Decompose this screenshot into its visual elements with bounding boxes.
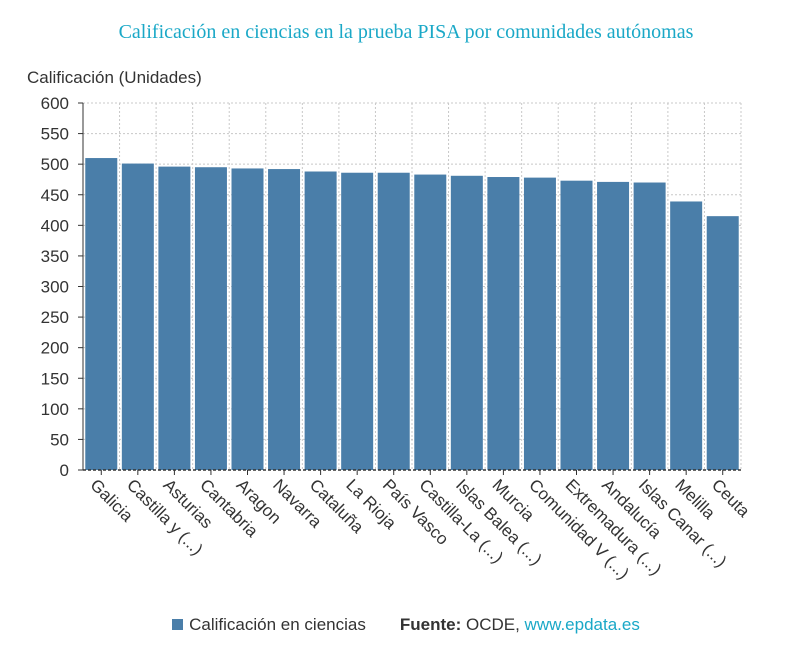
bar [597,181,630,470]
bar [377,172,410,471]
y-tick-label: 400 [41,216,69,235]
bar [341,172,374,471]
bars [85,158,739,471]
y-tick-label: 50 [50,430,69,449]
legend-series-label: Calificación en ciencias [189,615,366,634]
bar [231,168,264,470]
axes [78,102,741,475]
bar [304,171,337,471]
bar [450,175,483,470]
bar [85,158,118,471]
bar [560,180,593,470]
y-tick-label: 0 [60,461,69,480]
chart-title: Calificación en ciencias en la prueba PI… [118,21,694,43]
y-tick-label: 150 [41,369,69,388]
bar [194,167,227,470]
y-tick-labels: 0 50 100 150 200 250 300 350 400 450 500 550 600 [41,94,69,480]
source-label: Fuente: [399,615,462,634]
y-tick-label: 250 [41,308,69,327]
bar [414,174,447,470]
legend-swatch [172,619,184,630]
bar [523,177,556,470]
x-tick-label: Ceuta [708,475,754,521]
y-axis-title: Calificación (Unidades) [27,68,202,87]
bar [158,166,191,470]
gridlines [83,102,742,470]
bar [706,216,739,470]
bar [487,177,520,471]
source-name: OCDE, [465,615,520,634]
chart-legend: Calificación en ciencias Fuente: OCDE, ww… [0,615,812,635]
y-tick-label: 300 [41,278,69,297]
bar [121,163,154,470]
bar [670,201,703,470]
y-tick-label: 600 [41,94,69,113]
y-tick-label: 450 [41,186,69,205]
y-tick-label: 100 [41,400,69,419]
bar [268,169,301,470]
y-tick-label: 350 [41,247,69,266]
y-tick-label: 550 [41,125,69,144]
y-tick-label: 500 [41,155,69,174]
y-tick-label: 200 [41,339,69,358]
source-link[interactable]: www.epdata.es [524,615,640,634]
bar [633,182,666,470]
